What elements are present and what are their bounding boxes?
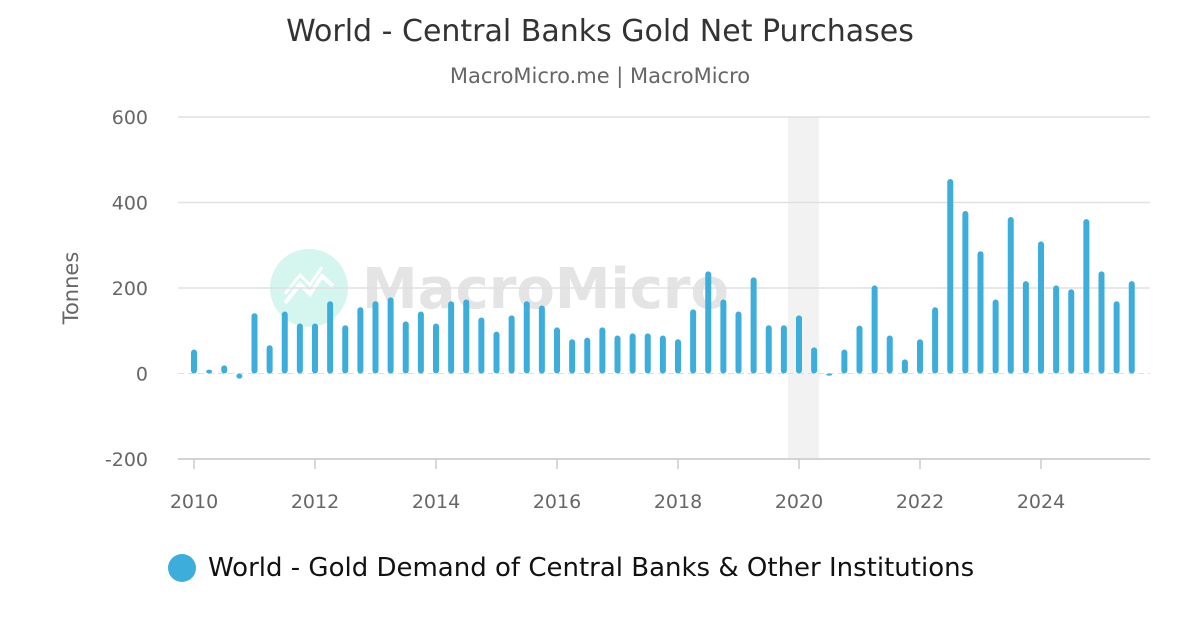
bar [206, 369, 213, 374]
legend-label: World - Gold Demand of Central Banks & O… [208, 553, 975, 583]
bar [705, 271, 712, 374]
x-tick-label: 2016 [533, 491, 581, 513]
bar [387, 297, 394, 374]
svg-text:MacroMicro: MacroMicro [362, 257, 729, 322]
bar [599, 327, 606, 374]
bar [1128, 281, 1135, 374]
x-tick-label: 2014 [412, 491, 460, 513]
chart-subtitle: MacroMicro.me | MacroMicro [449, 64, 751, 88]
bar [523, 301, 530, 374]
bar [448, 301, 455, 374]
bar [478, 317, 485, 374]
bar [402, 321, 409, 374]
bar [629, 333, 636, 374]
bar [962, 211, 969, 374]
chart-plot: MacroMicro 600 400 200 0 -200 2010 2012 2014 20… [59, 107, 1150, 513]
y-tick-label: -200 [105, 449, 148, 471]
bar [659, 335, 666, 374]
y-axis-label: Tonnes [59, 252, 83, 326]
chart-title: World - Central Banks Gold Net Purchases [286, 14, 914, 49]
bar [765, 325, 772, 374]
bar [569, 339, 576, 374]
bar [463, 299, 470, 374]
bar [1007, 217, 1014, 374]
bar [644, 333, 651, 374]
bar [327, 301, 334, 374]
bar [1053, 285, 1060, 374]
bar [417, 311, 424, 374]
y-tick-label: 400 [112, 193, 148, 215]
bar [811, 347, 818, 374]
bar [720, 299, 727, 374]
bar [342, 325, 349, 374]
x-tick-label: 2022 [896, 491, 944, 513]
bar [780, 325, 787, 374]
bar [584, 337, 591, 374]
bar [750, 277, 757, 374]
watermark-logo: MacroMicro [270, 249, 729, 327]
bar [251, 313, 258, 374]
bar [508, 315, 515, 374]
bar [236, 373, 243, 379]
y-tick-label: 600 [112, 107, 148, 129]
bar [675, 339, 681, 374]
bar [871, 285, 878, 374]
bar [932, 307, 939, 374]
bar [1022, 281, 1029, 374]
bar [841, 349, 848, 374]
bar [372, 301, 379, 374]
bar [266, 345, 273, 374]
bar [1083, 219, 1090, 374]
x-tick-label: 2012 [291, 491, 339, 513]
bar [281, 311, 288, 374]
bar [1068, 289, 1075, 374]
bar [886, 335, 893, 374]
bar [538, 305, 545, 374]
bar [901, 359, 908, 374]
bar [992, 299, 999, 374]
x-tick-label: 2018 [654, 491, 702, 513]
bar [312, 323, 318, 374]
x-tick-label: 2024 [1017, 491, 1065, 513]
x-tick-label: 2020 [775, 491, 823, 513]
bar [1038, 241, 1044, 374]
y-tick-label: 200 [112, 278, 148, 300]
legend-item[interactable]: World - Gold Demand of Central Banks & O… [168, 553, 974, 583]
bar [856, 325, 863, 374]
bar [977, 251, 984, 374]
bar [1098, 271, 1105, 374]
bar [357, 307, 364, 374]
bar [554, 327, 560, 374]
bar [296, 323, 303, 374]
bar [917, 339, 923, 374]
bar [614, 335, 621, 374]
bar [221, 365, 228, 374]
bar [735, 311, 742, 374]
legend-marker-icon [168, 554, 196, 582]
bar [826, 373, 833, 376]
x-tick-label: 2010 [170, 491, 218, 513]
bar [493, 331, 500, 374]
bar [796, 315, 802, 374]
y-tick-label: 0 [136, 364, 148, 386]
bar [1113, 301, 1120, 374]
bar [191, 349, 197, 374]
bar [947, 178, 954, 374]
bar [433, 323, 439, 374]
bar [690, 309, 697, 374]
